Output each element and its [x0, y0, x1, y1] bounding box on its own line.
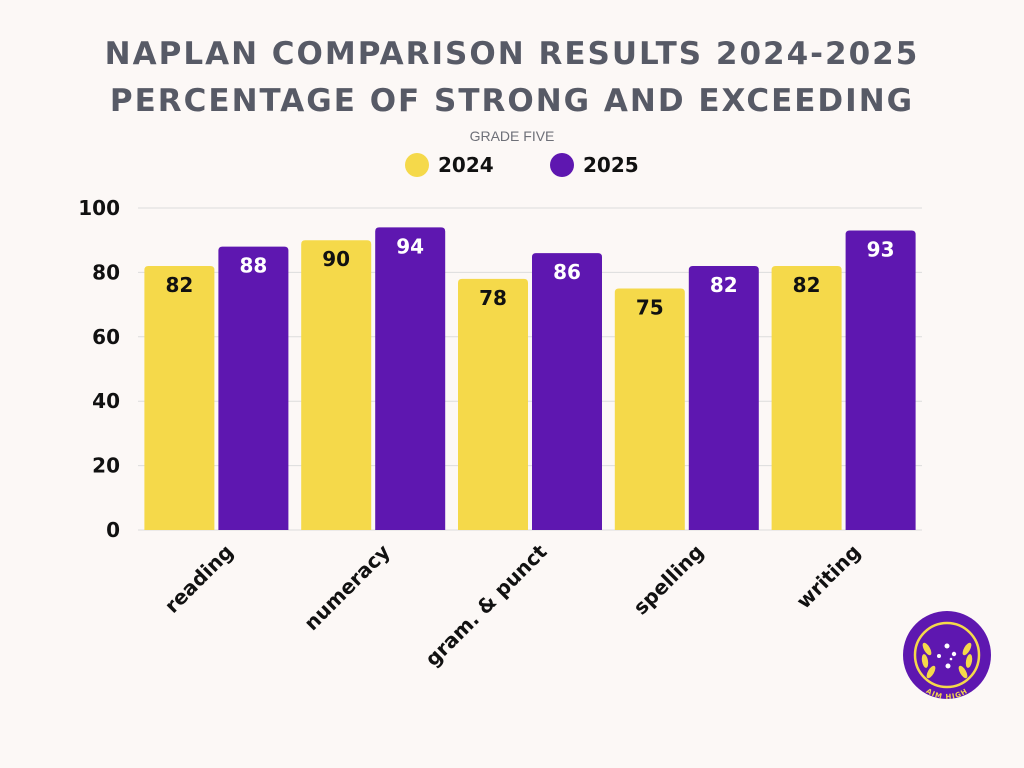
- x-tick-label: numeracy: [299, 540, 395, 636]
- y-tick-label: 0: [106, 518, 120, 542]
- chart-subtitle: GRADE FIVE: [469, 128, 555, 144]
- bar-2024: [771, 265, 842, 530]
- data-label-2025: 94: [396, 234, 424, 258]
- legend-swatch-2024: [405, 153, 429, 177]
- chart-title-line-1: NAPLAN COMPARISON RESULTS 2024-2025: [104, 36, 920, 72]
- x-tick-label: writing: [791, 540, 865, 614]
- x-tick-label: reading: [160, 540, 238, 618]
- bar-2025: [845, 230, 916, 531]
- logo-ring: [913, 621, 981, 689]
- x-axis: reading numeracy gram. & punct spelling writ…: [160, 539, 865, 671]
- bar-2025: [688, 265, 759, 530]
- x-tick-label: spelling: [628, 540, 708, 620]
- bar-2024: [301, 240, 372, 530]
- bar-2024: [144, 265, 215, 530]
- bar-2024: [614, 288, 685, 530]
- southern-cross-stars-icon: [937, 643, 957, 669]
- y-axis: 0 20 40 60 80 100: [78, 196, 120, 542]
- bar-2025: [218, 246, 289, 530]
- x-tick-label: gram. & punct: [420, 539, 552, 671]
- data-label-2025: 86: [553, 260, 581, 284]
- y-tick-label: 80: [92, 260, 120, 284]
- bar-2025: [532, 253, 602, 530]
- data-label-2025: 82: [710, 273, 738, 297]
- bar-2025: [375, 227, 446, 530]
- legend-label-2024: 2024: [438, 153, 494, 177]
- aim-high-logo: AIM HIGH: [903, 611, 991, 701]
- data-label-2024: 78: [479, 286, 507, 310]
- legend-label-2025: 2025: [583, 153, 639, 177]
- data-label-2024: 82: [793, 273, 821, 297]
- legend-swatch-2025: [550, 153, 574, 177]
- laurel-wreath-icon: [921, 642, 973, 679]
- y-tick-label: 60: [92, 325, 120, 349]
- chart-title-line-2: PERCENTAGE OF STRONG AND EXCEEDING: [109, 83, 915, 119]
- data-label-2025: 93: [867, 238, 895, 262]
- y-tick-label: 20: [92, 454, 120, 478]
- bar-2024: [458, 278, 528, 530]
- data-label-2024: 90: [322, 247, 350, 271]
- data-label-2025: 88: [239, 254, 267, 278]
- y-tick-label: 40: [92, 389, 120, 413]
- legend: 2024 2025: [405, 153, 639, 177]
- y-tick-label: 100: [78, 196, 120, 220]
- bars: 82 88 90 94 78 86 75 82 82 93: [144, 227, 916, 531]
- data-label-2024: 75: [636, 296, 664, 320]
- data-label-2024: 82: [165, 273, 193, 297]
